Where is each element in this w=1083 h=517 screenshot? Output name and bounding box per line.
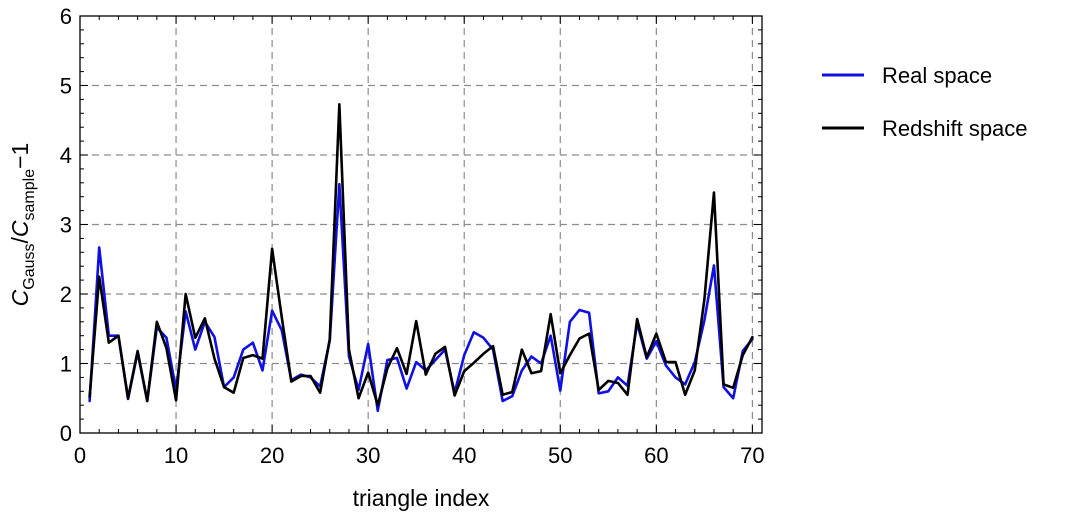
x-tick-label: 30 — [356, 443, 380, 468]
series-line-redshift-space — [88, 102, 754, 407]
y-axis-label-main: C — [7, 289, 33, 306]
y-tick-label: 5 — [60, 74, 72, 99]
y-tick-label: 2 — [60, 282, 72, 307]
y-tick-label: 0 — [60, 421, 72, 446]
axis-ticks — [79, 15, 762, 434]
x-tick-label: 40 — [452, 443, 476, 468]
legend-label-redshift-space: Redshift space — [882, 116, 1028, 141]
y-axis-label-suffix: −1 — [7, 143, 33, 169]
y-tick-label: 4 — [60, 143, 72, 168]
x-tick-label: 10 — [164, 443, 188, 468]
y-axis-label-main-2: C — [7, 220, 33, 237]
y-axis-label-sep: / — [7, 236, 33, 243]
x-tick-label: 70 — [740, 443, 764, 468]
y-axis-label-sub2: sample — [21, 169, 38, 221]
series-layer — [88, 102, 754, 413]
y-axis-label: CGauss/Csample−1 — [7, 143, 38, 307]
y-tick-label: 3 — [60, 213, 72, 238]
series-line-real-space — [88, 182, 754, 413]
x-axis-label: triangle index — [353, 485, 490, 511]
legend: Real space Redshift space — [822, 63, 1028, 141]
tick-labels: 0 10 20 30 40 50 60 70 0 1 2 3 4 5 6 — [60, 4, 765, 468]
y-tick-label: 6 — [60, 4, 72, 29]
x-tick-label: 50 — [548, 443, 572, 468]
grid — [80, 16, 762, 433]
legend-label-real-space: Real space — [882, 63, 992, 88]
x-tick-label: 20 — [260, 443, 284, 468]
x-tick-label: 60 — [644, 443, 668, 468]
x-tick-label: 0 — [74, 443, 86, 468]
y-axis-label-sub1: Gauss — [21, 243, 38, 289]
y-tick-label: 1 — [60, 352, 72, 377]
